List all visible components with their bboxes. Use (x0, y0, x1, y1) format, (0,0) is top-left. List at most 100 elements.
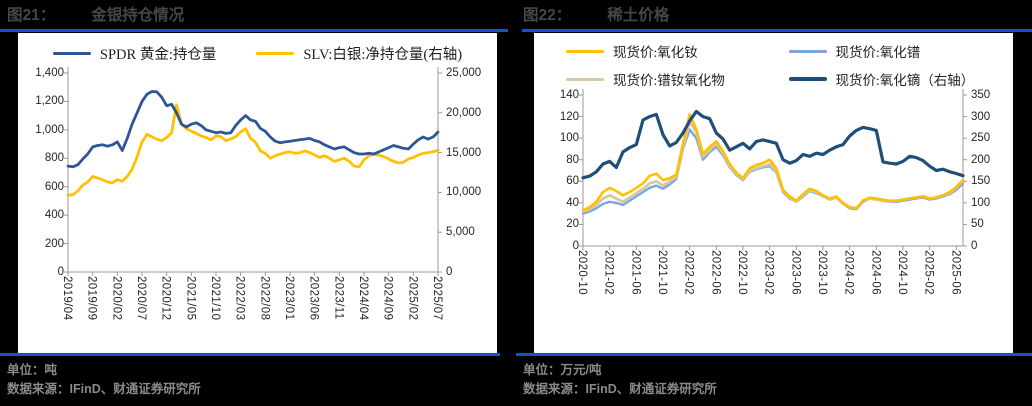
y-axis-tick-right: 25,000 (446, 67, 482, 79)
x-axis-tick: 2023-06 (789, 250, 802, 296)
unit-label: 单位：万元/吨 (523, 363, 602, 377)
y-axis-tick-left: 600 (44, 180, 64, 193)
series-line (66, 103, 440, 197)
y-axis-tick-left: 100 (559, 132, 579, 145)
panel-bottom-rule (516, 353, 1032, 356)
legend-swatch (52, 52, 91, 55)
figure-22-header: 图22： 稀土价格 (523, 3, 669, 25)
y-axis-tick-right: 300 (971, 110, 991, 123)
x-axis-tick: 2023-02 (762, 250, 775, 296)
x-axis-tick: 2022-10 (736, 250, 748, 296)
y-axis-tick-left: 1,000 (35, 123, 64, 136)
legend-label: 现货价:镨钕氧化物 (613, 73, 725, 88)
x-axis-tick: 2025-02 (922, 250, 935, 296)
legend-item: 现货价:镨钕氧化物 (566, 65, 789, 93)
legend-item: 现货价:氧化钕 (566, 37, 789, 65)
title-underline (522, 29, 1032, 32)
legend-item: 现货价:氧化镨 (788, 37, 1012, 65)
x-axis-tick: 2024-06 (869, 250, 882, 296)
source-label: 数据来源：IFinD、财通证券研究所 (523, 382, 717, 396)
legend-swatch (256, 52, 295, 55)
chart-panel-gold-silver: SPDR 黄金:持仓量 SLV:白银:净持仓量(右轴) 0 200 400 600 800… (18, 33, 497, 353)
y-axis-tick-right: 350 (971, 89, 991, 101)
chart-legend: 现货价:氧化钕 现货价:氧化镨现货价:镨钕氧化物 现货价:氧化镝（右轴） (566, 37, 1011, 93)
unit-label: 单位：吨 (7, 363, 58, 377)
x-axis-tick: 2025-06 (949, 250, 962, 296)
y-axis-tick-left: 0 (572, 240, 579, 252)
y-axis-tick-left: 140 (559, 89, 579, 101)
panel-bottom-rule (0, 353, 500, 356)
x-axis-tick: 2021-02 (602, 250, 615, 296)
x-axis-tick: 2022/03 (233, 276, 246, 321)
series-line (581, 113, 965, 212)
legend-swatch (788, 49, 827, 53)
legend-label: 现货价:氧化钕 (613, 45, 698, 60)
y-axis-tick-right: 100 (971, 196, 991, 209)
chart-panel-rare-earth: 现货价:氧化钕 现货价:氧化镨 现货价:镨钕氧化物 现货价:氧化镝（右轴） 0 20 40… (534, 33, 1013, 353)
legend-item: SPDR 黄金:持仓量 (52, 43, 217, 64)
x-axis-tick: 2023/06 (307, 276, 320, 321)
y-axis-tick-left: 200 (44, 237, 64, 250)
y-axis-tick-right: 250 (971, 132, 991, 145)
x-axis-tick: 2020/12 (159, 276, 172, 321)
legend-label: 现货价:氧化镨 (835, 45, 921, 60)
x-axis-tick: 2021-06 (629, 250, 642, 296)
x-axis-tick: 2020/07 (135, 276, 147, 321)
figure-21-tag: 图21： (7, 7, 56, 24)
y-axis-tick-right: 200 (971, 153, 991, 166)
x-axis-tick: 2024-02 (842, 250, 855, 296)
x-axis-tick: 2022-02 (682, 250, 695, 296)
y-axis-tick-right: 5,000 (446, 226, 475, 239)
y-axis-tick-left: 1,400 (35, 67, 64, 79)
chart-canvas (579, 89, 967, 250)
legend-item: SLV:白银:净持仓量(右轴) (256, 43, 462, 64)
x-axis-tick: 2021/10 (209, 276, 221, 321)
x-axis-tick: 2023/01 (283, 276, 295, 321)
chart-legend: SPDR 黄金:持仓量 SLV:白银:净持仓量(右轴) (18, 43, 497, 64)
legend-swatch (788, 77, 827, 81)
figure-21-title: 金银持仓情况 (91, 7, 185, 24)
y-axis-tick-right: 0 (971, 240, 978, 252)
title-underline (0, 29, 508, 32)
x-axis-tick: 2024/09 (381, 276, 394, 321)
chart-plot: 0 200 400 600 800 1,000 1,200 1,400 0 5,000 10,000… (18, 33, 497, 353)
legend-swatch (566, 49, 604, 53)
y-axis-tick-left: 1,200 (35, 95, 64, 108)
x-axis-tick: 2024/04 (357, 276, 369, 321)
y-axis-tick-left: 800 (44, 152, 64, 165)
y-axis-tick-left: 400 (44, 209, 64, 222)
x-axis-tick: 2023/11 (332, 276, 345, 320)
x-axis-tick: 2020/02 (110, 276, 123, 321)
y-axis-tick-right: 150 (971, 175, 991, 188)
y-axis-tick-right: 20,000 (446, 106, 482, 119)
legend-swatch (566, 77, 604, 81)
legend-label: SLV:白银:净持仓量(右轴) (303, 47, 463, 63)
figure-22-tag: 图22： (523, 7, 572, 24)
source-label: 数据来源：IFinD、财通证券研究所 (7, 382, 201, 396)
figure-22-title: 稀土价格 (607, 7, 670, 24)
legend-label: 现货价:氧化镝（右轴） (835, 73, 975, 88)
figure-21-header: 图21： 金银持仓情况 (7, 3, 184, 25)
series-line (66, 90, 440, 169)
x-axis-tick: 2025/07 (431, 276, 443, 321)
y-axis-tick-left: 0 (57, 266, 64, 278)
y-axis-tick-left: 80 (566, 153, 579, 166)
y-axis-tick-left: 60 (566, 175, 579, 188)
x-axis-tick: 2020-10 (576, 250, 588, 296)
x-axis-tick: 2024-10 (896, 250, 908, 296)
y-axis-tick-right: 0 (446, 266, 453, 278)
x-axis-tick: 2019/09 (85, 276, 98, 321)
x-axis-tick: 2022/08 (258, 276, 271, 321)
legend-label: SPDR 黄金:持仓量 (99, 47, 217, 63)
x-axis-tick: 2021/05 (184, 276, 197, 321)
x-axis-tick: 2021-10 (656, 250, 668, 296)
series-line (581, 109, 965, 180)
y-axis-tick-left: 120 (559, 110, 579, 123)
x-axis-tick: 2019/04 (61, 276, 73, 321)
x-axis-tick: 2025/02 (406, 276, 419, 321)
y-axis-tick-left: 40 (566, 196, 579, 209)
y-axis-tick-right: 50 (971, 218, 984, 231)
x-axis-tick: 2022-06 (709, 250, 722, 296)
y-axis-tick-right: 15,000 (446, 146, 482, 159)
